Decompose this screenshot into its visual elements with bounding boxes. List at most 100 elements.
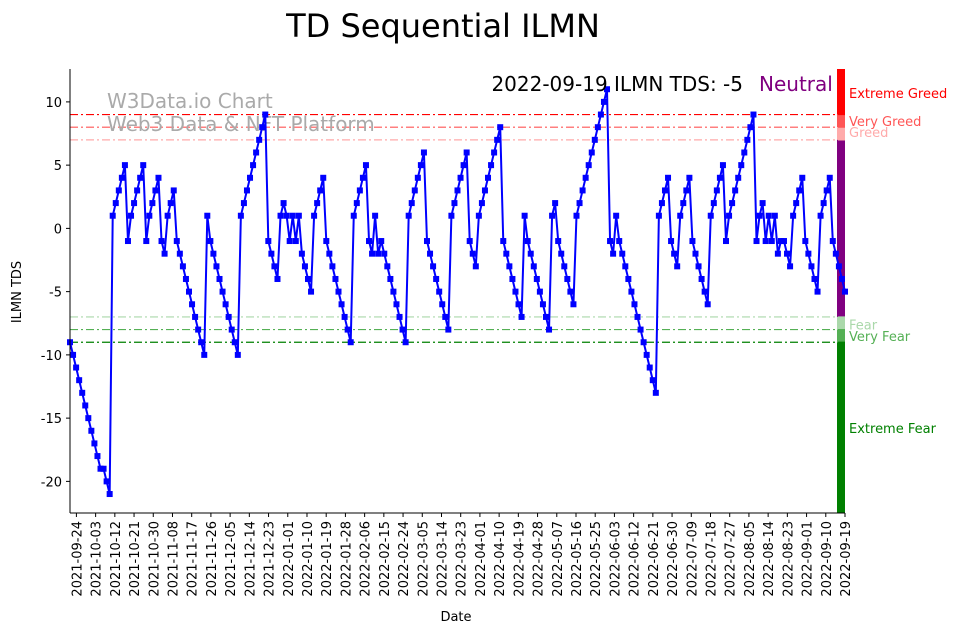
watermark-line2: Web3 Data & NFT Platform <box>107 112 375 136</box>
data-point <box>106 491 113 498</box>
data-point <box>179 263 186 270</box>
data-point <box>610 250 617 257</box>
data-point <box>97 465 104 472</box>
x-tick-label: 2022-06-30 <box>666 521 681 597</box>
data-point <box>271 263 278 270</box>
x-tick-label: 2022-02-24 <box>397 521 412 597</box>
data-point <box>308 288 315 295</box>
data-point <box>567 288 574 295</box>
data-point <box>219 288 226 295</box>
data-point <box>524 238 531 245</box>
data-point <box>784 250 791 257</box>
data-point <box>417 162 424 169</box>
data-point <box>164 212 171 219</box>
data-point <box>622 263 629 270</box>
zone-bar <box>837 329 845 343</box>
data-point <box>433 275 440 282</box>
data-point <box>469 250 476 257</box>
data-point <box>384 263 391 270</box>
data-point <box>82 402 89 409</box>
data-point <box>460 162 467 169</box>
x-tick-label: 2022-07-18 <box>704 521 719 597</box>
data-point <box>280 200 287 207</box>
data-point <box>652 389 659 396</box>
data-point <box>570 301 577 308</box>
zone-bar <box>837 69 845 115</box>
zone-label: Very Fear <box>849 330 911 345</box>
data-point <box>234 351 241 358</box>
data-point <box>414 174 421 181</box>
data-point <box>146 212 153 219</box>
data-point <box>332 275 339 282</box>
data-point <box>91 440 98 447</box>
data-point <box>552 200 559 207</box>
data-point <box>780 238 787 245</box>
data-point <box>140 162 147 169</box>
data-point <box>372 212 379 219</box>
data-point <box>231 339 238 346</box>
data-point <box>317 187 324 194</box>
data-point <box>491 149 498 156</box>
data-point <box>353 200 360 207</box>
data-point <box>808 263 815 270</box>
data-point <box>366 238 373 245</box>
x-tick-label: 2022-07-27 <box>724 521 739 597</box>
data-point <box>771 212 778 219</box>
x-tick-label: 2021-11-17 <box>186 521 201 597</box>
x-tick-label: 2022-01-01 <box>282 521 297 597</box>
data-point <box>680 200 687 207</box>
data-point <box>512 288 519 295</box>
x-tick-label: 2022-05-07 <box>551 521 566 597</box>
data-point <box>613 212 620 219</box>
data-point <box>173 238 180 245</box>
data-point <box>375 250 382 257</box>
data-point <box>466 238 473 245</box>
data-point <box>445 326 452 333</box>
data-point <box>243 187 250 194</box>
data-point <box>100 465 107 472</box>
data-point <box>198 339 205 346</box>
data-point <box>356 187 363 194</box>
data-point <box>420 149 427 156</box>
data-point <box>112 200 119 207</box>
data-point <box>298 250 305 257</box>
data-point <box>88 427 95 434</box>
data-point <box>430 263 437 270</box>
data-point <box>485 174 492 181</box>
data-point <box>131 200 138 207</box>
data-point <box>793 200 800 207</box>
x-tick-label: 2021-10-03 <box>90 521 105 597</box>
x-tick-label: 2021-09-24 <box>70 521 85 597</box>
data-point <box>704 301 711 308</box>
data-point <box>137 174 144 181</box>
data-point <box>411 187 418 194</box>
data-point <box>561 263 568 270</box>
data-point <box>201 351 208 358</box>
data-point <box>503 250 510 257</box>
zone-bar <box>837 342 845 513</box>
data-point <box>759 200 766 207</box>
y-tick-label: -15 <box>41 412 62 427</box>
data-point <box>591 136 598 143</box>
data-point <box>320 174 327 181</box>
data-point <box>640 339 647 346</box>
data-point <box>686 174 693 181</box>
x-tick-label: 2022-09-10 <box>820 521 835 597</box>
data-point <box>619 250 626 257</box>
data-point <box>573 212 580 219</box>
data-point <box>842 288 848 295</box>
x-tick-label: 2022-09-19 <box>839 521 854 597</box>
data-point <box>817 212 824 219</box>
data-point <box>689 238 696 245</box>
data-point <box>189 301 196 308</box>
x-tick-label: 2022-03-14 <box>435 521 450 597</box>
data-point <box>768 238 775 245</box>
x-tick-label: 2022-03-23 <box>455 521 470 597</box>
data-point <box>442 313 449 320</box>
data-point <box>408 200 415 207</box>
data-point <box>832 250 839 257</box>
data-point <box>692 250 699 257</box>
data-point <box>765 212 772 219</box>
data-point <box>207 238 214 245</box>
